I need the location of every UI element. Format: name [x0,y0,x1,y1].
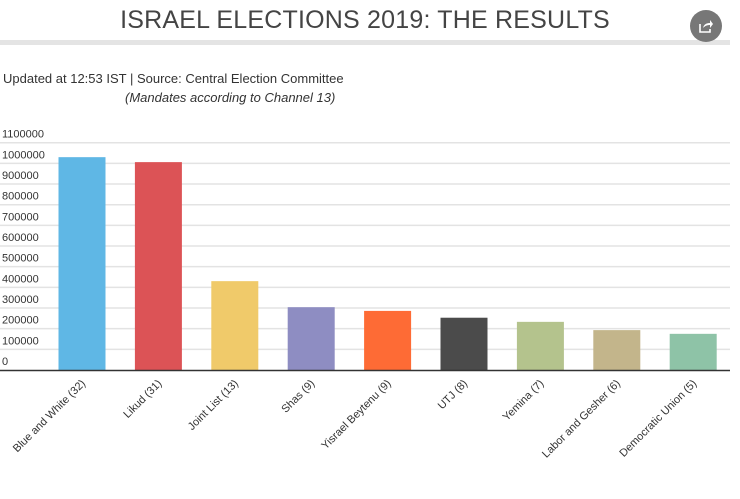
x-tick-label: Yisrael Beytenu (9) [319,378,393,452]
header-divider [0,40,730,45]
x-tick-label: UTJ (8) [436,378,470,412]
y-tick-label: 500000 [2,253,39,265]
page-title: ISRAEL ELECTIONS 2019: THE RESULTS [120,6,610,34]
y-tick-label: 600000 [2,232,39,244]
x-tick-label: Shas (9) [279,378,317,416]
x-tick-label: Labor and Gesher (6) [540,378,623,461]
x-tick-label: Democratic Union (5) [617,378,699,460]
chart-subtitle: Updated at 12:53 IST | Source: Central E… [3,71,344,86]
y-tick-label: 800000 [2,191,39,203]
bar[interactable] [593,330,641,370]
y-tick-label: 700000 [2,211,39,223]
x-tick-label: Joint List (13) [186,378,241,433]
y-tick-label: 1000000 [2,149,45,161]
x-tick-label: Yemina (7) [501,378,547,424]
y-tick-label: 300000 [2,294,39,306]
y-tick-label: 400000 [2,273,39,285]
bar[interactable] [516,321,564,370]
y-tick-label: 100000 [2,335,39,347]
y-tick-label: 900000 [2,170,39,182]
bar[interactable] [669,333,717,370]
x-tick-label: Likud (31) [121,378,164,421]
bar[interactable] [58,157,106,370]
bar[interactable] [440,317,488,370]
y-tick-label: 200000 [2,315,39,327]
chart-note: (Mandates according to Channel 13) [125,90,336,105]
bar[interactable] [211,281,259,370]
share-button[interactable] [690,10,722,42]
y-tick-label: 1100000 [2,129,44,141]
y-tick-label: 0 [2,356,8,368]
bar[interactable] [134,162,182,370]
share-icon [699,20,713,33]
x-tick-label: Blue and White (32) [11,378,88,455]
bar[interactable] [364,310,412,370]
bar[interactable] [287,307,335,370]
